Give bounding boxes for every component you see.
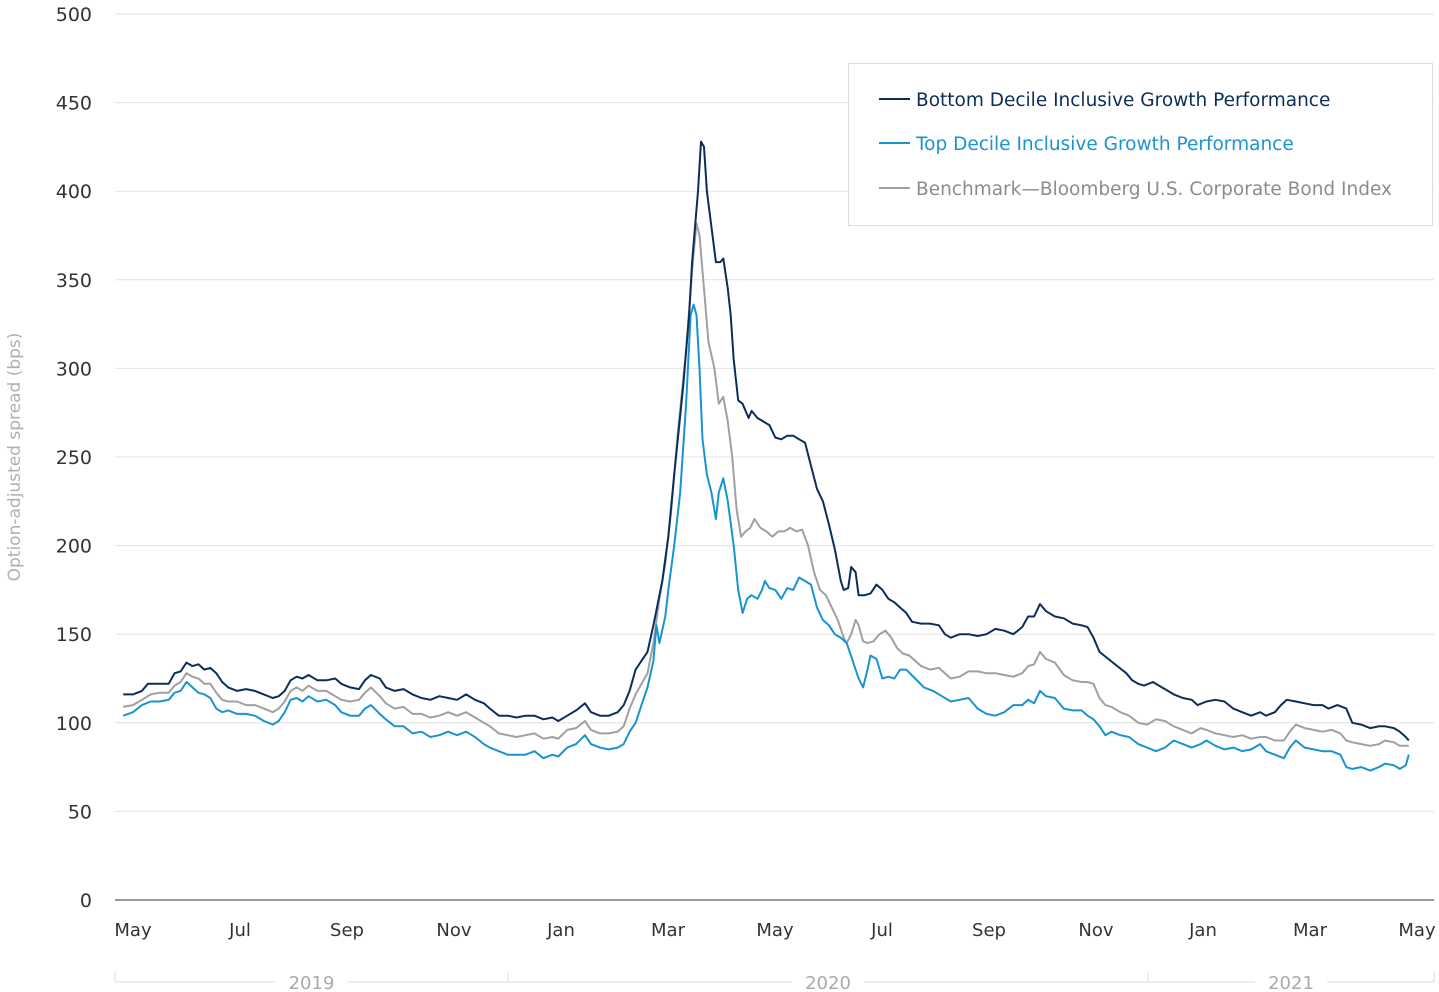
year-label-bg [275,970,348,992]
x-tick-label: Mar [651,920,686,941]
series-lines [122,140,1410,772]
y-tick-label: 50 [68,801,92,823]
legend: Bottom Decile Inclusive Growth Performan… [848,63,1433,226]
legend-label: Bottom Decile Inclusive Growth Performan… [916,90,1331,111]
y-tick-label: 250 [56,447,92,469]
legend-item-bottom-decile: Bottom Decile Inclusive Growth Performan… [879,90,1330,111]
y-tick-label: 450 [56,93,92,115]
y-tick-label: 150 [56,624,92,646]
y-tick-label: 400 [56,181,92,203]
y-tick-label: 300 [56,358,92,380]
legend-swatch-bottom-decile [879,98,910,100]
year-label: 2019 [289,973,335,992]
year-groups: 2019 2020 2021 [114,970,1435,992]
x-tick-label: Jul [870,920,893,941]
x-tick-label: May [114,920,152,941]
year-label: 2020 [805,973,851,992]
legend-item-top-decile: Top Decile Inclusive Growth Performance [879,134,1294,155]
x-tick-label: Nov [1078,920,1113,941]
legend-swatch-benchmark [879,187,910,189]
series-line-bottom [123,140,1410,742]
x-tick-label: Sep [972,920,1006,941]
y-tick-label: 350 [56,270,92,292]
x-tick-label: Nov [436,920,471,941]
year-label-bg [792,970,864,992]
legend-label: Benchmark—Bloomberg U.S. Corporate Bond … [916,179,1392,200]
y-tick-label: 0 [80,890,92,912]
year-label: 2021 [1268,973,1314,992]
series-line-top [122,303,1410,772]
x-tick-label: Jul [228,920,251,941]
y-tick-label: 500 [56,4,92,26]
legend-item-benchmark: Benchmark—Bloomberg U.S. Corporate Bond … [879,179,1392,200]
legend-label: Top Decile Inclusive Growth Performance [916,134,1294,155]
year-label-bg [1255,970,1327,992]
y-axis-ticks: 0 50 100 150 200 250 300 350 400 450 500 [56,4,92,912]
x-tick-label: May [756,920,794,941]
x-axis-ticks: May Jul Sep Nov Jan Mar May Jul Sep Nov Jan Mar May [114,920,1436,941]
x-tick-label: Mar [1293,920,1328,941]
x-tick-label: Jan [546,920,575,941]
x-tick-label: May [1398,920,1436,941]
x-tick-label: Sep [330,920,364,941]
x-tick-label: Jan [1188,920,1217,941]
y-axis-label: Option-adjusted spread (bps) [5,333,25,582]
y-tick-label: 100 [56,713,92,735]
legend-swatch-top-decile [879,142,910,144]
y-tick-label: 200 [56,536,92,558]
series-line-benchmark [123,222,1409,747]
